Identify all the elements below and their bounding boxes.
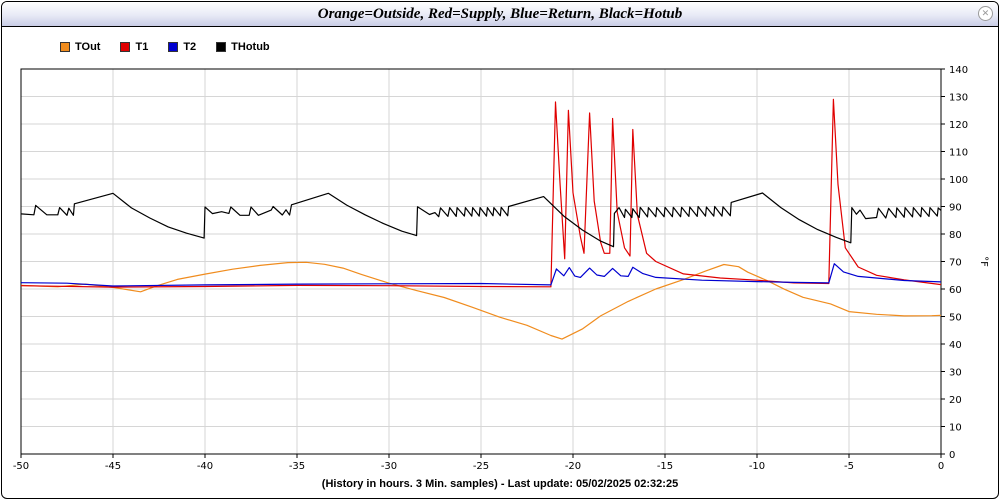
legend-swatch	[60, 42, 70, 52]
legend-label: T1	[135, 41, 149, 53]
series-line-t2	[21, 263, 941, 287]
y-tick-label: 40	[949, 340, 962, 351]
legend-swatch	[120, 42, 131, 52]
y-tick-label: 50	[949, 313, 962, 324]
x-tick-label: -30	[381, 461, 397, 472]
legend-label: THotub	[231, 41, 270, 53]
x-tick-label: -10	[749, 461, 765, 472]
chart-legend: TOut T1 T2 THotub	[60, 40, 290, 54]
y-tick-label: 90	[949, 203, 962, 214]
x-tick-label: -35	[289, 461, 305, 472]
legend-item-t1[interactable]: T1	[120, 40, 148, 54]
legend-label: T2	[183, 41, 197, 53]
y-tick-label: 0	[949, 450, 955, 461]
y-tick-label: 70	[949, 258, 962, 269]
y-tick-label: 120	[949, 120, 968, 131]
x-tick-label: -20	[565, 461, 581, 472]
y-tick-label: 140	[949, 65, 968, 76]
y-tick-label: 60	[949, 285, 962, 296]
y-tick-label: 10	[949, 423, 962, 434]
y-axis-label: °F	[978, 256, 989, 267]
y-tick-label: 30	[949, 368, 962, 379]
y-tick-label: 80	[949, 230, 962, 241]
legend-item-t2[interactable]: T2	[168, 40, 196, 54]
series-line-tout	[21, 261, 941, 340]
chart-title-bar: Orange=Outside, Red=Supply, Blue=Return,…	[2, 2, 998, 27]
y-tick-label: 20	[949, 395, 962, 406]
legend-swatch	[216, 42, 227, 52]
x-tick-label: -50	[13, 461, 29, 472]
close-icon[interactable]: ×	[978, 6, 993, 21]
x-tick-label: -45	[105, 461, 121, 472]
y-tick-label: 110	[949, 148, 968, 159]
x-tick-label: -5	[844, 461, 854, 472]
y-tick-label: 130	[949, 93, 968, 104]
x-axis-caption: (History in hours. 3 Min. samples) - Las…	[321, 478, 679, 490]
legend-label: TOut	[75, 41, 101, 53]
y-tick-label: 100	[949, 175, 968, 186]
series-line-t1	[21, 98, 941, 288]
legend-item-thotub[interactable]: THotub	[216, 40, 270, 54]
x-tick-label: -15	[657, 461, 673, 472]
series-line-thotub	[21, 192, 941, 248]
legend-item-tout[interactable]: TOut	[60, 40, 100, 54]
x-tick-label: -25	[473, 461, 489, 472]
legend-swatch	[168, 42, 179, 52]
x-tick-label: 0	[938, 461, 944, 472]
chart-title: Orange=Outside, Red=Supply, Blue=Return,…	[317, 6, 683, 22]
x-tick-label: -40	[197, 461, 213, 472]
